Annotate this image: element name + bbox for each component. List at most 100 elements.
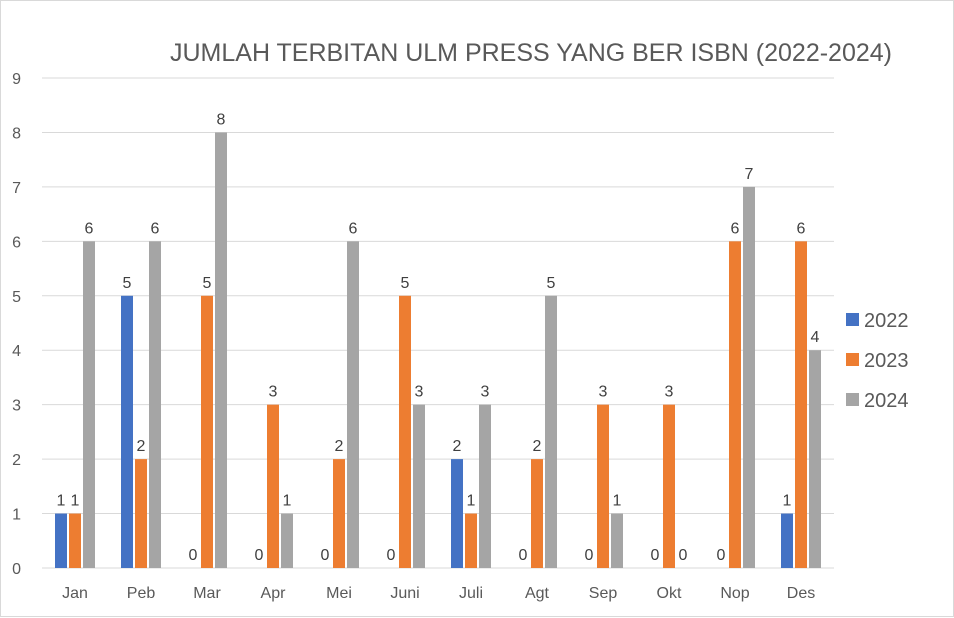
bar-2023-Jan — [69, 513, 81, 568]
data-label-2023-Okt: 3 — [665, 384, 674, 401]
bar-2022-Juli — [451, 459, 463, 568]
data-label-2024-Mei: 6 — [349, 220, 358, 237]
x-tick-label-Juni: Juni — [390, 585, 419, 602]
legend: 2022 2023 2024 — [846, 310, 909, 412]
y-tick-label-8: 8 — [12, 125, 21, 142]
chart-title: JUMLAH TERBITAN ULM PRESS YANG BER ISBN … — [170, 39, 892, 67]
legend-swatch-2023 — [846, 353, 859, 366]
y-axis-ticks: 0 1 2 3 4 5 6 7 8 9 — [12, 71, 21, 578]
x-tick-label-Jan: Jan — [62, 585, 88, 602]
data-label-2024-Nop: 7 — [745, 166, 754, 183]
y-tick-label-5: 5 — [12, 289, 21, 306]
y-tick-label-9: 9 — [12, 71, 21, 88]
data-label-2024-Juni: 3 — [415, 384, 424, 401]
bar-2024-Jan — [83, 241, 95, 569]
data-label-2024-Des: 4 — [811, 329, 820, 346]
bar-2024-Mar — [215, 132, 227, 568]
bar-2024-Peb — [149, 241, 161, 569]
x-tick-label-Mar: Mar — [193, 585, 221, 602]
gridlines — [42, 77, 834, 569]
data-label-2024-Peb: 6 — [151, 220, 160, 237]
bar-2022-Peb — [121, 295, 133, 568]
data-label-2024-Sep: 1 — [613, 493, 622, 510]
data-label-2022-Mei: 0 — [321, 547, 330, 564]
data-label-2023-Agt: 2 — [533, 438, 542, 455]
bar-2023-Agt — [531, 459, 543, 568]
y-tick-label-7: 7 — [12, 180, 21, 197]
x-tick-label-Juli: Juli — [459, 585, 483, 602]
bar-2023-Mar — [201, 295, 213, 568]
data-label-2023-Des: 6 — [797, 220, 806, 237]
y-tick-label-3: 3 — [12, 398, 21, 415]
legend-label-2024: 2024 — [864, 390, 909, 412]
bar-2024-Nop — [743, 186, 755, 568]
data-label-2022-Nop: 0 — [717, 547, 726, 564]
bar-2023-Des — [795, 241, 807, 569]
data-label-2024-Agt: 5 — [547, 275, 556, 292]
x-tick-label-Mei: Mei — [326, 585, 352, 602]
bar-2023-Sep — [597, 404, 609, 568]
data-label-2024-Jan: 6 — [85, 220, 94, 237]
x-axis-ticks: Jan Peb Mar Apr Mei Juni Juli Agt Sep Okt Nop Des — [62, 585, 815, 602]
bar-2023-Nop — [729, 241, 741, 569]
x-tick-label-Okt: Okt — [657, 585, 682, 602]
data-label-2023-Apr: 3 — [269, 384, 278, 401]
legend-label-2022: 2022 — [864, 310, 909, 332]
bar-2024-Juni — [413, 404, 425, 568]
data-label-2024-Okt: 0 — [679, 547, 688, 564]
data-label-2022-Apr: 0 — [255, 547, 264, 564]
x-tick-label-Peb: Peb — [127, 585, 156, 602]
bar-2023-Peb — [135, 459, 147, 568]
y-tick-label-2: 2 — [12, 452, 21, 469]
data-label-2023-Juni: 5 — [401, 275, 410, 292]
legend-swatch-2024 — [846, 393, 859, 406]
bar-2023-Apr — [267, 404, 279, 568]
data-label-2023-Mar: 5 — [203, 275, 212, 292]
bar-2023-Juni — [399, 295, 411, 568]
bars — [55, 132, 821, 569]
bar-2024-Sep — [611, 513, 623, 568]
y-tick-label-6: 6 — [12, 234, 21, 251]
data-label-2022-Mar: 0 — [189, 547, 198, 564]
data-label-2022-Juni: 0 — [387, 547, 396, 564]
bar-2022-Des — [781, 513, 793, 568]
data-label-2022-Sep: 0 — [585, 547, 594, 564]
x-tick-label-Nop: Nop — [720, 585, 749, 602]
bar-2023-Okt — [663, 404, 675, 568]
data-label-2022-Agt: 0 — [519, 547, 528, 564]
bar-2024-Apr — [281, 513, 293, 568]
x-tick-label-Des: Des — [787, 585, 815, 602]
y-tick-label-1: 1 — [12, 507, 21, 524]
data-label-2024-Mar: 8 — [217, 111, 226, 128]
y-tick-label-4: 4 — [12, 343, 21, 360]
data-label-2023-Nop: 6 — [731, 220, 740, 237]
bar-2024-Agt — [545, 295, 557, 568]
bar-2024-Juli — [479, 404, 491, 568]
x-tick-label-Sep: Sep — [589, 585, 618, 602]
data-label-2022-Des: 1 — [783, 493, 792, 510]
bar-2024-Des — [809, 350, 821, 568]
data-label-2023-Jan: 1 — [71, 493, 80, 510]
data-label-2024-Apr: 1 — [283, 493, 292, 510]
x-tick-label-Apr: Apr — [261, 585, 287, 602]
bar-2022-Jan — [55, 513, 67, 568]
data-label-2022-Okt: 0 — [651, 547, 660, 564]
data-label-2022-Jan: 1 — [57, 493, 66, 510]
y-tick-label-0: 0 — [12, 561, 21, 578]
data-label-2022-Peb: 5 — [123, 275, 132, 292]
data-label-2023-Peb: 2 — [137, 438, 146, 455]
bar-2024-Mei — [347, 241, 359, 569]
data-label-2024-Juli: 3 — [481, 384, 490, 401]
legend-label-2023: 2023 — [864, 350, 909, 372]
bar-2023-Mei — [333, 459, 345, 568]
legend-swatch-2022 — [846, 313, 859, 326]
data-label-2022-Juli: 2 — [453, 438, 462, 455]
data-label-2023-Juli: 1 — [467, 493, 476, 510]
x-tick-label-Agt: Agt — [525, 585, 550, 602]
bar-2023-Juli — [465, 513, 477, 568]
data-label-2023-Mei: 2 — [335, 438, 344, 455]
data-label-2023-Sep: 3 — [599, 384, 608, 401]
